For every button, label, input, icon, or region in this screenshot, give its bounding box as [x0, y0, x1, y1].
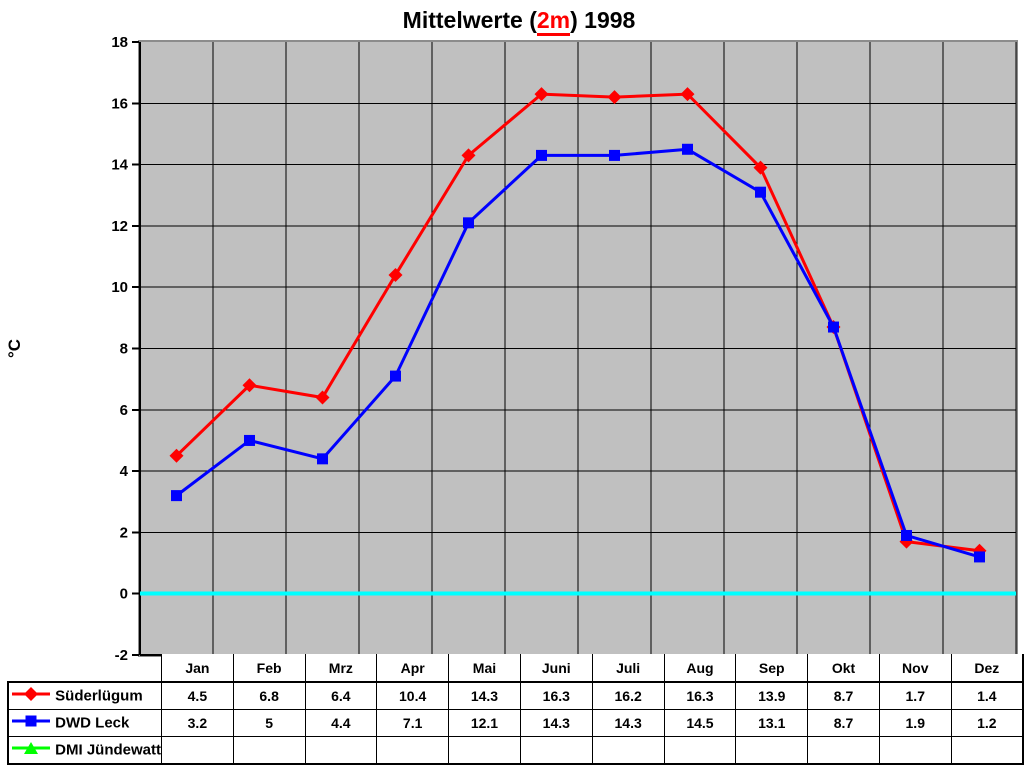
value-cell	[591, 736, 665, 765]
suederluegum-diamond-legend-icon	[11, 687, 51, 705]
value-cell: 14.3	[519, 709, 593, 737]
series-line	[175, 147, 980, 559]
value-cell: 4.5	[161, 681, 234, 710]
value-cell	[878, 736, 952, 765]
y-tick-label: 4	[120, 463, 129, 480]
value-cell	[304, 736, 378, 765]
y-tick-label: 10	[111, 279, 128, 296]
value-cell: 5	[232, 709, 306, 737]
chart-title-suffix: ) 1998	[570, 7, 636, 33]
month-header-cell: Nov	[878, 654, 952, 683]
value-cell: 1.4	[950, 681, 1024, 710]
value-cell: 1.7	[878, 681, 952, 710]
value-cell	[950, 736, 1024, 765]
value-cell: 14.3	[448, 681, 521, 710]
series-dwd-leck	[171, 143, 985, 563]
month-header-cell: Sep	[735, 654, 809, 683]
chart-title-highlight: 2m	[536, 7, 571, 36]
value-cell: 10.4	[376, 681, 450, 710]
month-header-cell: Dez	[950, 654, 1024, 683]
y-tick-label: 6	[120, 402, 128, 419]
value-cell	[807, 736, 880, 765]
y-tick-label: 16	[111, 95, 128, 112]
table-corner-blank-cell	[8, 654, 162, 682]
y-tick-label: 0	[120, 586, 128, 603]
series-name-label: Süderlügum	[55, 687, 143, 705]
value-cell	[735, 736, 809, 765]
value-cell: 12.1	[448, 709, 521, 737]
value-cell: 14.5	[663, 709, 737, 737]
y-tick-label: 12	[111, 218, 128, 235]
month-header-cell: Feb	[232, 654, 306, 683]
diamond-marker-icon	[12, 687, 50, 702]
data-table: Jan Feb Mrz Apr Mai Juni Juli Aug Sep Okt Nov Dez S…	[7, 654, 1024, 765]
value-cell	[161, 736, 234, 765]
dwd-leck-square-legend-icon	[11, 714, 51, 732]
value-cell: 13.1	[735, 709, 809, 737]
value-cell: 3.2	[161, 709, 234, 737]
y-tick-label: 18	[111, 34, 128, 51]
month-header-row: Jan Feb Mrz Apr Mai Juni Juli Aug Sep Okt Nov Dez	[8, 654, 1024, 683]
value-cell: 4.4	[304, 709, 378, 737]
table-row-suederluegum: Süderlügum 4.5 6.8 6.4 10.4 14.3 16.3 16.2 16.3…	[7, 681, 1024, 710]
month-header-cell: Juli	[591, 654, 665, 683]
y-tick-label: -2	[115, 647, 128, 660]
value-cell: 1.2	[950, 709, 1024, 737]
month-header-cell: Okt	[807, 654, 880, 683]
value-cell: 16.3	[519, 681, 593, 710]
value-cell: 6.4	[304, 681, 378, 710]
y-axis: -2 0 2 4 6 8 10 12 14 16 18	[111, 34, 139, 660]
value-cell: 16.2	[591, 681, 665, 710]
value-cell	[376, 736, 450, 765]
value-cell: 6.8	[232, 681, 306, 710]
y-tick-label: 2	[120, 524, 128, 541]
value-cell	[232, 736, 306, 765]
legend-cell-suederluegum: Süderlügum	[7, 681, 163, 710]
chart-title: Mittelwerte (2m) 1998	[0, 7, 1024, 36]
legend-cell-dwd-leck: DWD Leck	[7, 709, 163, 737]
month-header-cell: Aug	[663, 654, 737, 683]
y-axis-label: °C	[5, 339, 24, 358]
value-cell: 8.7	[807, 709, 880, 737]
value-cell: 7.1	[376, 709, 450, 737]
dmi-juendewatt-triangle-legend-icon	[11, 741, 51, 759]
month-header-cell: Juni	[519, 654, 593, 683]
table-row-dmi-juendewatt: DMI Jündewatt	[7, 736, 1024, 765]
month-header-cell: Mrz	[304, 654, 378, 683]
series-name-label: DMI Jündewatt	[55, 741, 162, 759]
value-cell: 14.3	[591, 709, 665, 737]
value-cell	[519, 736, 593, 765]
line-chart-plot-area: -2 0 2 4 6 8 10 12 14 16 18 °C	[5, 34, 1018, 660]
series-name-label: DWD Leck	[55, 714, 130, 732]
y-tick-label: 14	[111, 157, 128, 174]
value-cell	[448, 736, 521, 765]
value-cell	[663, 736, 737, 765]
legend-cell-dmi-juendewatt: DMI Jündewatt	[7, 736, 163, 765]
month-header-cell: Jan	[161, 654, 234, 683]
y-tick-label: 8	[120, 341, 128, 358]
month-header-cell: Mai	[448, 654, 521, 683]
square-marker-icon	[12, 715, 50, 727]
triangle-marker-icon	[12, 742, 50, 755]
value-cell: 13.9	[735, 681, 809, 710]
value-cell: 16.3	[663, 681, 737, 710]
table-row-dwd-leck: DWD Leck 3.2 5 4.4 7.1 12.1 14.3 14.3 14.5 13.1 8…	[7, 709, 1024, 737]
value-cell: 1.9	[878, 709, 952, 737]
value-cell: 8.7	[807, 681, 880, 710]
month-header-cell: Apr	[376, 654, 450, 683]
chart-title-prefix: Mittelwerte (	[402, 7, 537, 33]
